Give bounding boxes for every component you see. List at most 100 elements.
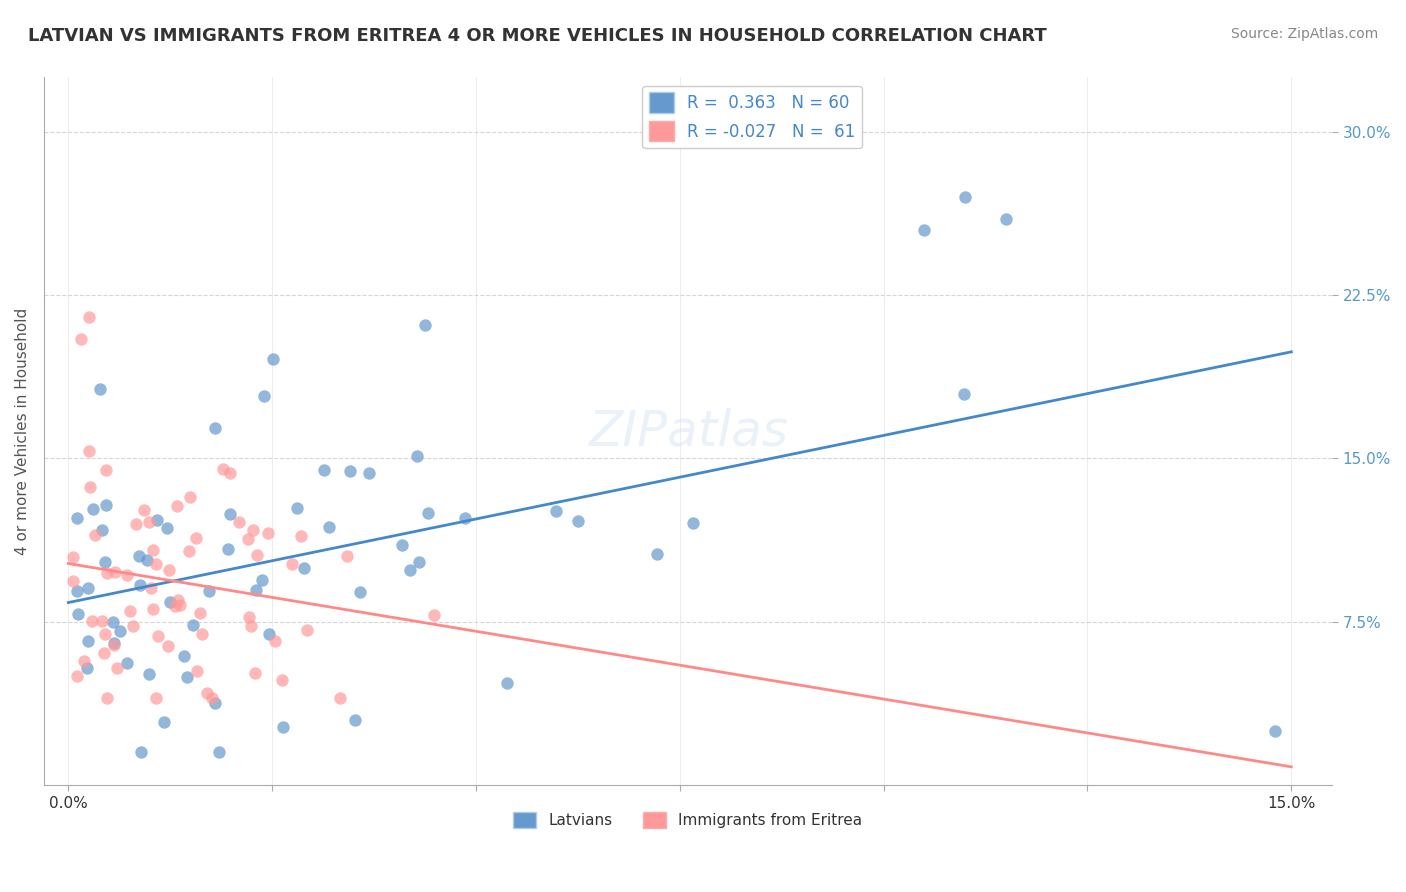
Point [94, 555, 117, 569]
Point [146, 629, 169, 643]
Point [349, 585, 371, 599]
Point [76, 581, 98, 595]
Point [242, 523, 264, 537]
Point [682, 516, 704, 531]
Point [169, 599, 191, 613]
Point [72, 654, 94, 668]
Point [142, 542, 165, 557]
Point [406, 450, 429, 464]
Point [79, 480, 101, 494]
Point [94, 462, 117, 476]
Point [65, 584, 87, 599]
Text: LATVIAN VS IMMIGRANTS FROM ERITREA 4 OR MORE VEHICLES IN HOUSEHOLD CORRELATION C: LATVIAN VS IMMIGRANTS FROM ERITREA 4 OR … [28, 27, 1047, 45]
Point [256, 525, 278, 540]
Point [82, 614, 104, 628]
Point [257, 626, 280, 640]
Point [271, 720, 294, 734]
Point [312, 463, 335, 477]
Point [318, 520, 340, 534]
Point [129, 746, 152, 760]
Point [173, 648, 195, 663]
Point [285, 501, 308, 516]
Point [157, 563, 180, 577]
Point [912, 223, 935, 237]
Point [62, 550, 84, 565]
Point [141, 582, 163, 596]
Point [66, 668, 89, 682]
Legend: Latvians, Immigrants from Eritrea: Latvians, Immigrants from Eritrea [508, 805, 869, 834]
Point [994, 211, 1017, 226]
Point [198, 583, 221, 598]
Point [94, 626, 117, 640]
Point [77, 310, 100, 324]
Point [398, 563, 420, 577]
Point [184, 531, 207, 545]
Point [128, 549, 150, 563]
Point [645, 547, 668, 561]
Point [953, 190, 976, 204]
Point [416, 506, 439, 520]
Point [118, 604, 141, 618]
Point [253, 389, 276, 403]
Point [181, 618, 204, 632]
Point [157, 639, 180, 653]
Point [90, 523, 112, 537]
Point [145, 691, 167, 706]
Point [93, 646, 115, 660]
Point [343, 713, 366, 727]
Point [77, 634, 100, 648]
Point [117, 656, 139, 670]
Point [115, 568, 138, 582]
Point [239, 619, 262, 633]
Point [359, 467, 381, 481]
Point [156, 521, 179, 535]
Point [217, 542, 239, 557]
Point [138, 667, 160, 681]
Point [145, 513, 167, 527]
Point [89, 382, 111, 396]
Point [77, 444, 100, 458]
Point [952, 387, 974, 401]
Point [159, 595, 181, 609]
Point [246, 548, 269, 562]
Point [408, 555, 430, 569]
Point [423, 607, 446, 622]
Point [142, 602, 165, 616]
Point [96, 566, 118, 581]
Point [228, 515, 250, 529]
Y-axis label: 4 or more Vehicles in Household: 4 or more Vehicles in Household [15, 308, 30, 555]
Point [62, 574, 84, 588]
Point [212, 462, 235, 476]
Point [391, 538, 413, 552]
Point [339, 464, 361, 478]
Point [152, 714, 174, 729]
Point [104, 566, 127, 580]
Point [96, 691, 118, 706]
Point [219, 508, 242, 522]
Point [103, 615, 125, 629]
Point [281, 558, 304, 572]
Point [245, 666, 267, 681]
Point [292, 560, 315, 574]
Point [103, 636, 125, 650]
Point [179, 490, 201, 504]
Point [1264, 723, 1286, 738]
Point [121, 619, 143, 633]
Point [197, 686, 219, 700]
Point [128, 578, 150, 592]
Point [177, 544, 200, 558]
Point [336, 549, 359, 563]
Point [245, 583, 267, 598]
Point [186, 665, 208, 679]
Point [82, 502, 104, 516]
Point [138, 515, 160, 529]
Point [271, 673, 294, 687]
Text: ZIPatlas: ZIPatlas [588, 408, 787, 455]
Point [103, 638, 125, 652]
Point [165, 599, 187, 613]
Point [135, 553, 157, 567]
Point [65, 511, 87, 525]
Point [167, 593, 190, 607]
Point [238, 532, 260, 546]
Point [125, 516, 148, 531]
